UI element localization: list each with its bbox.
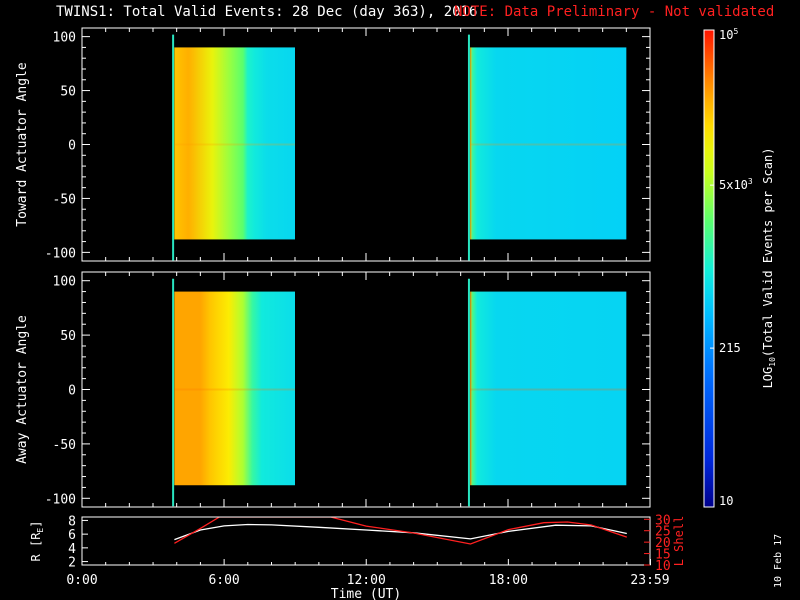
y-tick-label: 0 (68, 384, 76, 399)
y-tick-label: -100 (45, 492, 76, 507)
y-tick-label: -100 (45, 246, 76, 261)
x-tick-label: 6:00 (208, 573, 239, 588)
toward-panel: 100 50 0 -50 -100 Toward Actuator Angle (15, 28, 650, 261)
y-right-axis-label: L Shell (672, 516, 686, 567)
colorbar-scale (704, 30, 714, 507)
spectrogram-block (174, 292, 295, 486)
y-tick-label: 0 (68, 139, 76, 154)
x-tick-label: 12:00 (347, 573, 386, 588)
y-tick-label: -50 (53, 438, 76, 453)
y-tick-label: 50 (60, 329, 76, 344)
y-tick-label: 100 (53, 275, 76, 290)
spectrogram-block (470, 292, 626, 486)
colorbar-tick-label: 10 (719, 494, 733, 508)
x-tick-label: 18:00 (489, 573, 528, 588)
away-panel: 100 50 0 -50 -100 Away Actuator Angle (15, 272, 650, 507)
colorbar-tick-label: 5x103 (719, 177, 753, 192)
zero-angle-streak (174, 389, 295, 391)
zero-angle-streak (470, 144, 626, 146)
x-axis-label: Time (UT) (331, 587, 401, 600)
date-stamp: 10 Feb 17 (773, 534, 784, 588)
y-tick-label: -50 (53, 192, 76, 207)
y-axis-label: Toward Actuator Angle (15, 62, 30, 227)
x-tick-label: 0:00 (66, 573, 97, 588)
x-tick-label: 23:59 (630, 573, 669, 588)
y-tick-label: 100 (53, 31, 76, 46)
y-axis-label: Away Actuator Angle (15, 315, 30, 464)
l-shell-line (174, 517, 626, 544)
colorbar-label: LOG10(Total Valid Events per Scan) (761, 148, 777, 389)
colorbar-tick-label: 105 (719, 27, 738, 42)
spectrogram-block (174, 47, 295, 239)
y-right-tick-label: 10 (655, 559, 671, 574)
spectrogram-block (470, 47, 626, 239)
panel-frame (82, 517, 650, 565)
r-distance-line (174, 525, 626, 540)
y-tick-label: 2 (68, 556, 76, 571)
zero-angle-streak (174, 144, 295, 146)
y-tick-label: 50 (60, 85, 76, 100)
zero-angle-streak (470, 389, 626, 391)
y-axis-label: R [RE] (29, 521, 45, 562)
colorbar: 105 5x103 215 10 LOG10(Total Valid Events pe… (704, 27, 777, 508)
colorbar-tick-label: 215 (719, 341, 741, 355)
